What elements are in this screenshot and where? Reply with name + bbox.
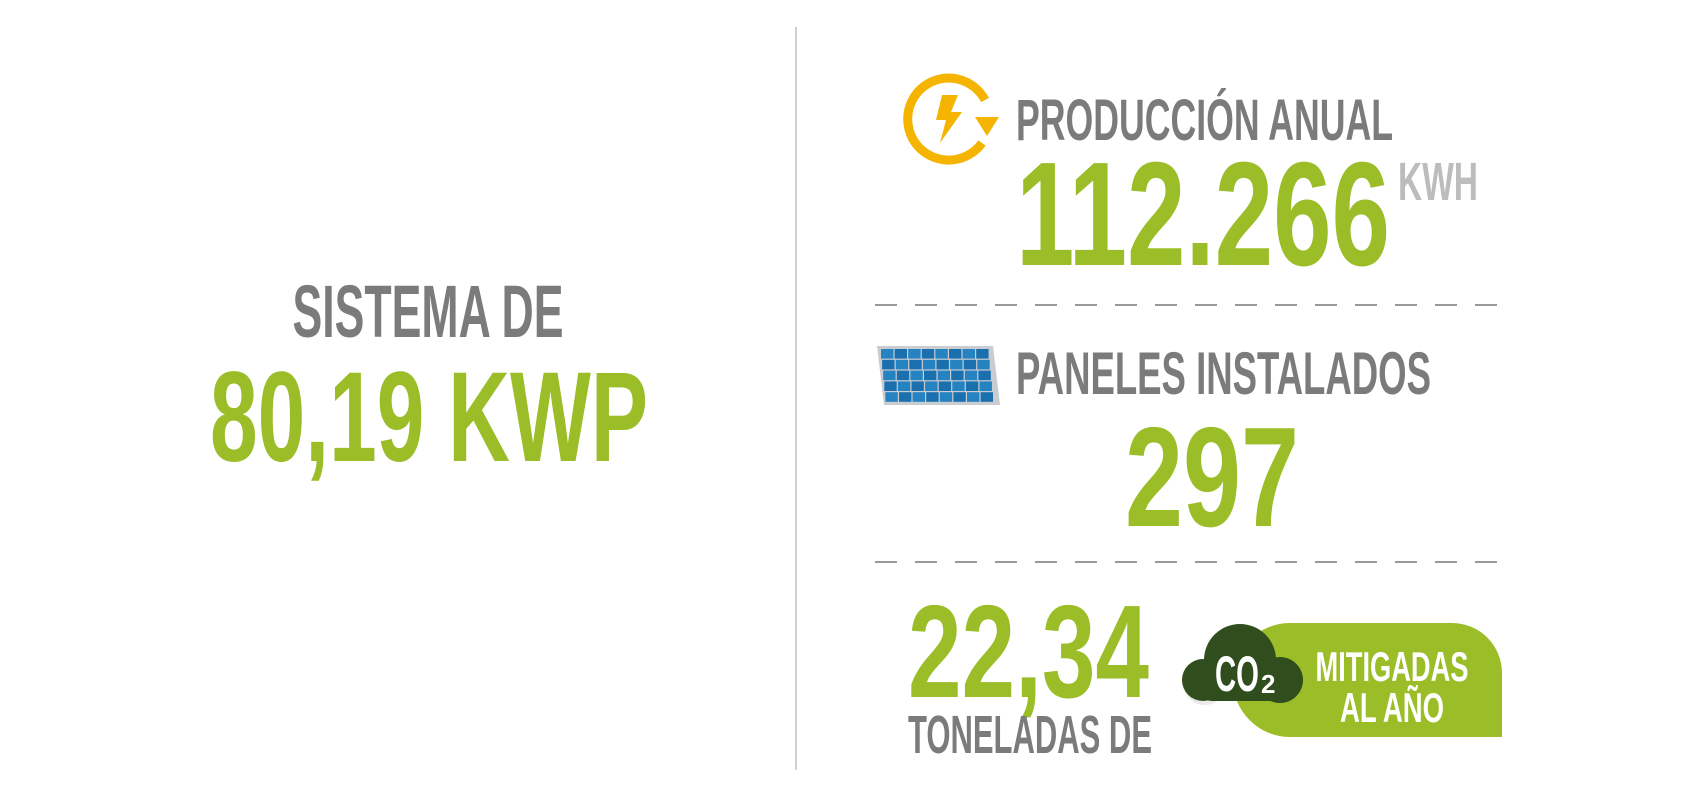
co2-label: TONELADAS DE (908, 705, 1152, 765)
production-unit: KWH (1398, 152, 1478, 212)
panel-cell (884, 381, 897, 391)
panel-cell (977, 359, 990, 370)
panel-cell (979, 381, 992, 391)
panel-cell (952, 381, 965, 391)
production-value: 112.266 (1016, 132, 1390, 297)
panel-cell (926, 392, 939, 402)
panel-cell (896, 370, 910, 381)
panel-cell (953, 392, 966, 402)
panel-cell (950, 359, 963, 370)
panel-cell (910, 370, 923, 381)
panel-cell (894, 349, 907, 359)
panel-cell (937, 370, 950, 381)
panel-cell (936, 359, 949, 370)
panel-cell (899, 392, 912, 402)
co2-gas: CO (1215, 646, 1259, 702)
panel-cell (908, 349, 921, 359)
panel-cell (921, 349, 935, 359)
panel-cell (885, 392, 898, 402)
panel-cell (965, 381, 979, 391)
panel-cell (935, 349, 948, 359)
energy-icon (903, 73, 999, 165)
icon-arrow (975, 117, 999, 136)
panel-cell (962, 349, 975, 359)
production-label: PRODUCCIÓN ANUAL (1016, 88, 1393, 153)
panel-cell (964, 370, 978, 381)
icon-ring (903, 73, 989, 165)
panel-cell (883, 370, 896, 381)
panel-cell (897, 381, 911, 391)
co2-note: MITIGADAS (1316, 643, 1469, 690)
panel-cell (967, 392, 980, 402)
panel-cell (939, 392, 953, 402)
panel-cell (895, 359, 909, 370)
panel-cell (949, 349, 962, 359)
cloud-part (1200, 675, 1282, 701)
panel-cell (978, 370, 991, 381)
system-label: SISTEMA DE (293, 270, 564, 353)
panel-cell (963, 359, 977, 370)
cloud-icon (1182, 624, 1303, 705)
panel-cell (976, 349, 989, 359)
icon-bolt (936, 95, 962, 143)
panel-cell (909, 359, 922, 370)
panels-value: 297 (1125, 398, 1299, 557)
co2-subscript: 2 (1261, 669, 1275, 699)
panel-cell (922, 359, 936, 370)
panel-cell (951, 370, 964, 381)
panel-cell (912, 392, 925, 402)
system-value: 80,19 KWP (210, 346, 648, 489)
panel-cell (881, 349, 894, 359)
panel-cell (911, 381, 924, 391)
panel-cell (925, 381, 938, 391)
co2-note: AL AÑO (1340, 684, 1444, 731)
panel-cell (938, 381, 952, 391)
co2-badge (1233, 623, 1502, 737)
panels-label: PANELES INSTALADOS (1016, 340, 1431, 407)
panel-cell (924, 370, 937, 381)
panel-cell (882, 359, 895, 370)
co2-value: 22,34 (908, 578, 1149, 725)
panel-cell (980, 392, 993, 402)
solar-panel-icon (877, 346, 1000, 405)
